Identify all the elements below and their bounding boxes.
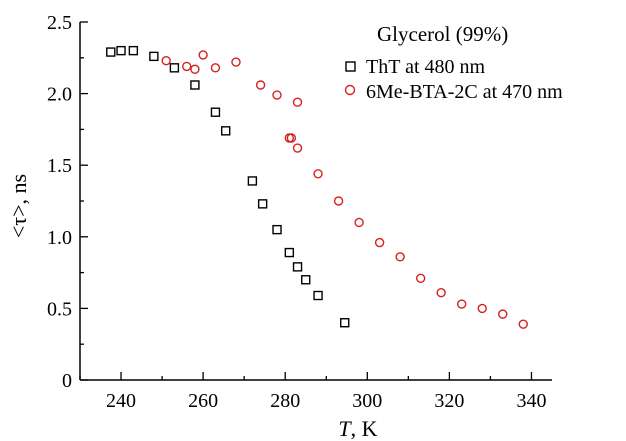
y-axis-ticks: 0 0.5 1.0 1.5 2.0 2.5 — [47, 12, 88, 392]
data-point-square — [106, 47, 116, 57]
y-tick-label: 1.0 — [47, 227, 72, 249]
data-point-square — [221, 126, 231, 136]
data-point-circle — [292, 97, 303, 107]
data-point-square — [169, 63, 180, 73]
x-axis-ticks: 240 260 280 300 320 340 — [79, 372, 546, 412]
data-point-square — [340, 318, 350, 328]
y-tick-label: 0 — [62, 370, 72, 392]
y-tick-label: 2.0 — [47, 84, 72, 106]
x-axis-title-symbol: T — [338, 416, 352, 441]
x-tick-label: 340 — [516, 390, 546, 412]
data-point-square — [313, 290, 323, 301]
data-point-circle — [374, 237, 385, 248]
data-point-square — [210, 107, 221, 117]
x-tick-label: 240 — [106, 390, 136, 412]
data-series-layer — [106, 45, 528, 329]
data-point-circle — [161, 55, 171, 66]
legend-label-6me-bta-2c: 6Me-BTA-2C at 470 nm — [366, 81, 563, 103]
data-point-circle — [436, 287, 446, 298]
data-point-square — [247, 176, 258, 186]
data-point-circle — [313, 169, 323, 179]
data-point-circle — [415, 273, 426, 284]
data-point-circle — [210, 63, 221, 73]
data-point-circle — [182, 61, 192, 72]
data-point-square — [190, 80, 200, 90]
y-axis-title: <τ>, ns — [6, 174, 31, 238]
data-point-square — [284, 247, 295, 258]
x-axis-title: T, K — [338, 416, 377, 441]
data-point-circle — [477, 303, 487, 314]
data-point-circle — [272, 90, 282, 100]
legend-square-marker — [345, 61, 356, 72]
y-tick-label: 0.5 — [47, 298, 72, 320]
data-point-circle — [231, 57, 241, 67]
x-tick-label: 300 — [352, 390, 382, 412]
legend-circle-marker — [344, 84, 356, 96]
data-point-circle — [395, 252, 405, 262]
x-axis-title-unit: , K — [351, 416, 378, 441]
data-point-circle — [333, 196, 344, 206]
x-tick-label: 260 — [188, 390, 218, 412]
data-point-circle — [255, 80, 266, 90]
y-tick-label: 2.5 — [47, 12, 72, 34]
data-point-circle — [286, 133, 297, 143]
data-point-circle — [518, 319, 528, 329]
data-point-circle — [190, 64, 200, 74]
data-point-square — [128, 45, 139, 56]
data-point-square — [272, 224, 282, 235]
data-point-square — [116, 45, 126, 56]
data-point-square — [149, 51, 159, 62]
data-point-circle — [457, 299, 467, 309]
x-tick-label: 320 — [434, 390, 464, 412]
y-tick-label: 1.5 — [47, 155, 72, 177]
data-point-circle — [354, 217, 364, 228]
legend-label-tht: ThT at 480 nm — [366, 56, 486, 78]
legend-entry-6me-bta-2c: 6Me-BTA-2C at 470 nm — [344, 81, 563, 103]
legend: Glycerol (99%) ThT at 480 nm 6Me-BTA-2C … — [344, 22, 563, 103]
data-point-square — [257, 199, 268, 209]
data-point-circle — [498, 309, 508, 319]
x-tick-label: 280 — [270, 390, 300, 412]
series-6me-bta-2c — [161, 50, 528, 329]
data-point-square — [292, 262, 303, 272]
legend-title: Glycerol (99%) — [377, 22, 508, 46]
legend-entry-tht: ThT at 480 nm — [345, 56, 486, 78]
data-point-square — [301, 275, 311, 285]
series-tht — [106, 45, 350, 328]
data-point-circle — [198, 50, 208, 60]
data-point-circle — [292, 143, 303, 153]
